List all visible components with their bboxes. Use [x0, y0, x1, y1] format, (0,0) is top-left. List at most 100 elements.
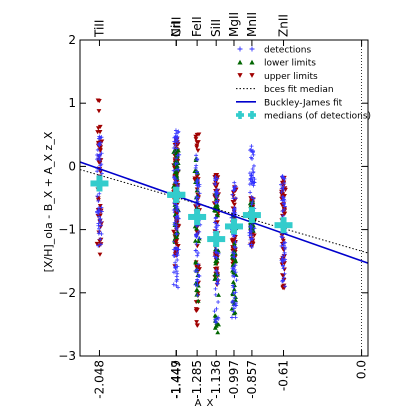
detection-point	[250, 150, 255, 155]
y-tick-label: 0	[68, 159, 76, 173]
detection-point	[174, 156, 179, 161]
detection-point	[196, 262, 201, 267]
detection-point	[279, 234, 284, 239]
median-marker-vertical	[230, 218, 237, 235]
x-tick-label: -2.048	[92, 360, 106, 399]
detection-point	[195, 179, 200, 184]
detection-point	[233, 263, 238, 268]
detection-point	[99, 209, 104, 214]
upper-limit-point	[248, 196, 254, 202]
legend-lower-limit-marker	[237, 59, 243, 65]
detection-point	[194, 171, 199, 176]
x-tick-label: 0.0	[355, 360, 369, 379]
detection-point	[97, 158, 102, 163]
detection-point	[195, 187, 200, 192]
legend-upper-limit-marker	[237, 73, 243, 78]
ion-label: CrII	[169, 17, 183, 37]
detection-point	[176, 285, 181, 290]
detection-point	[174, 146, 179, 151]
lower-limit-point	[230, 291, 236, 297]
detection-point	[95, 157, 100, 162]
ion-label: MgII	[227, 12, 241, 37]
legend-median-marker-v	[238, 111, 242, 119]
detection-point	[194, 241, 199, 246]
detection-point	[98, 163, 103, 168]
detection-point	[195, 231, 200, 236]
detection-point	[214, 306, 219, 311]
detection-point	[282, 284, 287, 289]
detection-point	[280, 174, 285, 179]
detection-point	[216, 316, 221, 321]
detection-point	[173, 260, 178, 265]
legend-label: bces fit median	[264, 85, 334, 95]
detection-point	[283, 257, 288, 262]
upper-limit-point	[281, 181, 286, 186]
detection-point	[173, 266, 178, 271]
detection-point	[213, 292, 218, 297]
detection-point	[251, 163, 256, 168]
y-axis-label: [X/H]_ola - B_X + A_X z_X	[42, 131, 55, 272]
upper-limit-point	[193, 137, 199, 142]
detection-point	[213, 176, 218, 181]
detection-point	[171, 270, 176, 275]
legend-median-marker-v	[250, 111, 254, 119]
lower-limit-point	[232, 259, 238, 264]
x-tick-label: -0.997	[227, 360, 241, 399]
detection-point	[175, 161, 180, 166]
detection-point	[176, 130, 181, 135]
detection-point	[280, 235, 285, 240]
detection-point	[230, 283, 235, 288]
detection-point	[194, 153, 199, 158]
detection-point	[213, 317, 218, 322]
upper-limit-point	[196, 264, 201, 270]
detection-point	[193, 282, 198, 287]
upper-limit-point	[232, 198, 238, 203]
lower-limit-point	[215, 205, 221, 210]
upper-limit-point	[196, 132, 202, 137]
detection-point	[229, 315, 234, 320]
detection-point	[173, 142, 178, 147]
detection-point	[282, 202, 287, 207]
lower-limit-point	[176, 207, 181, 212]
y-axis-ticks: −3 −2 −1 0 1 2	[58, 33, 368, 363]
detection-point	[279, 190, 284, 195]
detection-point	[283, 245, 288, 250]
detection-point	[280, 256, 285, 261]
detection-point	[283, 240, 288, 245]
ion-label: FeII	[190, 16, 204, 37]
detection-point	[214, 225, 219, 230]
detection-point	[230, 250, 235, 255]
detection-point	[214, 255, 219, 260]
detection-point	[98, 242, 103, 247]
detection-point	[195, 293, 200, 298]
median-marker-vertical	[213, 231, 220, 248]
detection-point	[251, 169, 256, 174]
detection-point	[213, 174, 218, 179]
detection-point	[96, 223, 101, 228]
detection-point	[172, 139, 177, 144]
lower-limit-point	[231, 287, 237, 292]
detection-point	[194, 269, 199, 274]
detection-point	[95, 194, 100, 199]
detection-point	[233, 245, 238, 250]
detection-point	[250, 237, 255, 242]
upper-limit-point	[213, 185, 219, 190]
detection-point	[232, 244, 237, 249]
detection-point	[215, 278, 220, 283]
detection-point	[97, 143, 102, 148]
legend-detection-marker	[237, 46, 243, 52]
lower-limit-point	[173, 150, 179, 155]
ion-label: TiII	[92, 20, 106, 38]
detection-point	[214, 195, 219, 200]
upper-limit-point	[231, 190, 236, 195]
upper-limit-point	[192, 176, 198, 181]
ion-label: ZnII	[277, 14, 291, 37]
detection-point	[232, 255, 237, 260]
detection-point	[251, 196, 256, 201]
detection-point	[282, 271, 287, 276]
detection-point	[248, 190, 253, 195]
detection-point	[99, 205, 104, 210]
detection-point	[96, 210, 101, 215]
upper-limit-point	[194, 320, 200, 325]
